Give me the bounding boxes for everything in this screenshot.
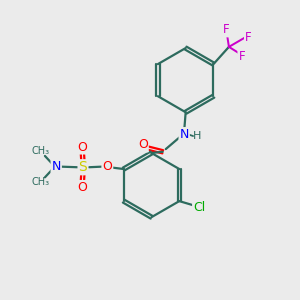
Text: H: H <box>193 131 201 141</box>
Text: F: F <box>245 31 252 44</box>
Text: Cl: Cl <box>193 202 205 214</box>
Text: O: O <box>77 140 87 154</box>
Text: CH₃: CH₃ <box>31 177 49 188</box>
Text: F: F <box>223 23 230 36</box>
Text: O: O <box>102 160 112 173</box>
Text: O: O <box>138 138 148 152</box>
Text: CH₃: CH₃ <box>31 146 49 156</box>
Text: S: S <box>79 160 87 174</box>
Text: F: F <box>238 50 245 63</box>
Text: N: N <box>52 160 61 173</box>
Text: N: N <box>179 128 189 141</box>
Text: O: O <box>77 181 87 194</box>
